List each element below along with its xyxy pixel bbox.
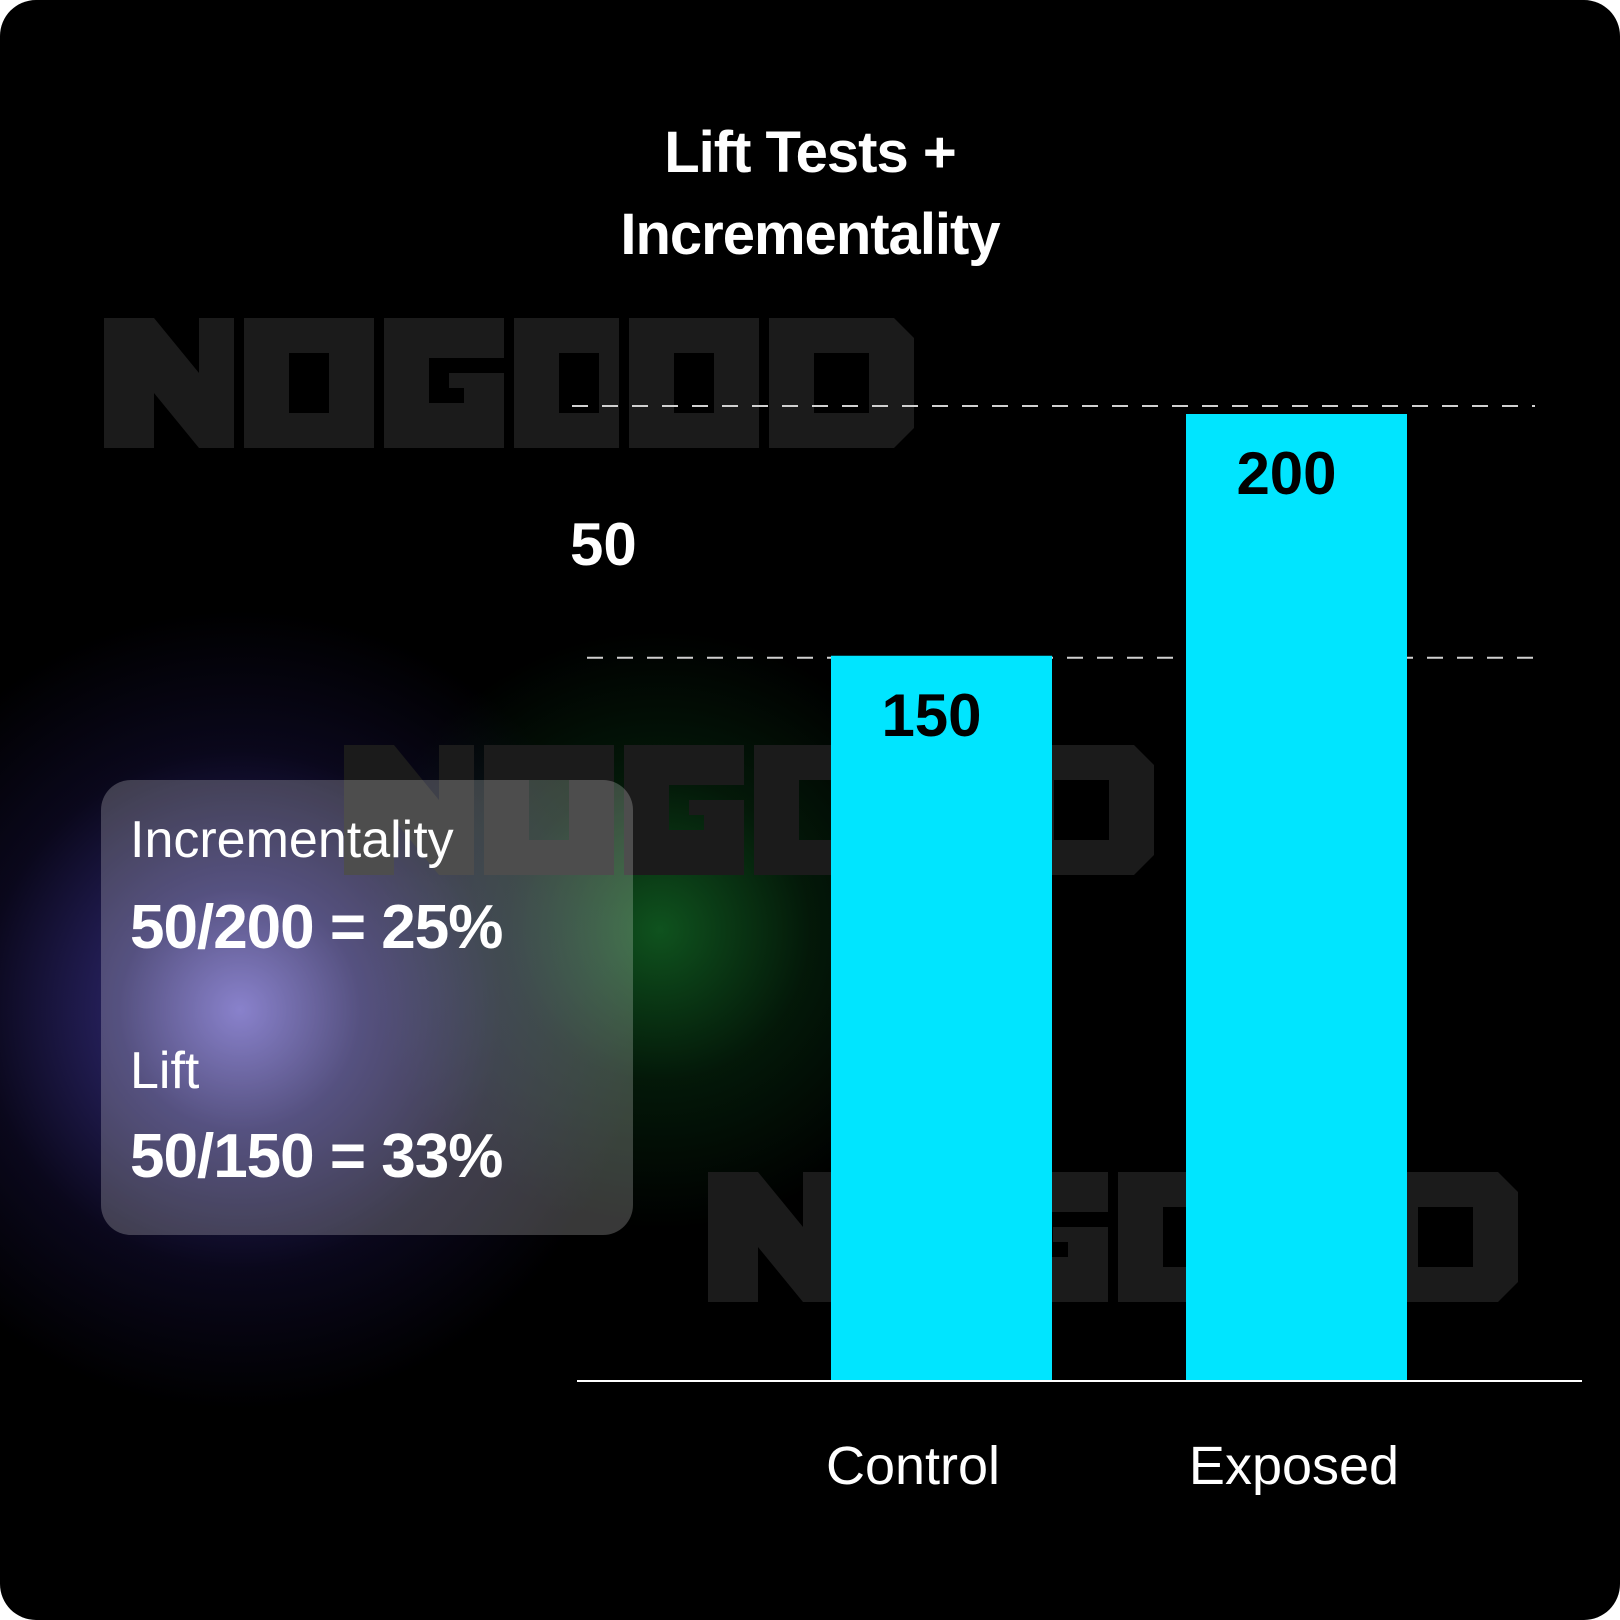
bar-control [831, 655, 1052, 1381]
category-label: Control [826, 1436, 1000, 1496]
chart-title-line-2: Incrementality [620, 202, 1000, 267]
data-label: 150 [881, 682, 981, 749]
incrementality-label: Incrementality [130, 811, 454, 869]
chart-title: Lift Tests + Incrementality [560, 112, 1060, 276]
category-label: Exposed [1189, 1436, 1399, 1496]
lift-label: Lift [130, 1042, 200, 1100]
chart-title-line-1: Lift Tests + [664, 120, 956, 185]
bar-exposed [1186, 414, 1407, 1381]
data-label: 200 [1236, 440, 1336, 507]
lift-formula: 50/150 = 33% [130, 1122, 503, 1191]
difference-label: 50 [570, 511, 637, 578]
nogood-watermark-logo [104, 318, 914, 448]
metrics-panel [101, 780, 633, 1235]
incrementality-formula: 50/200 = 25% [130, 893, 503, 962]
